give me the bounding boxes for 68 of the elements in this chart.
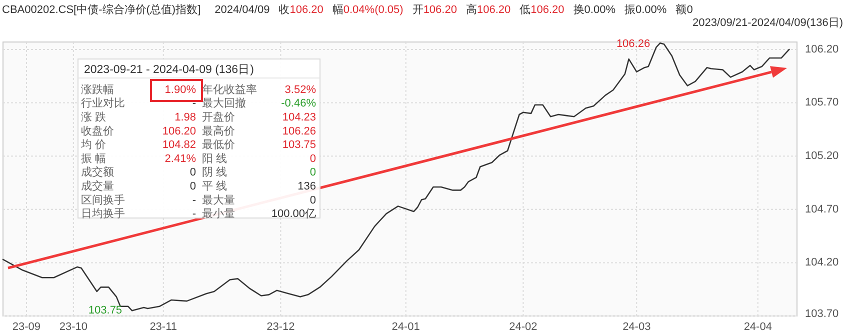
x-tick-label: 24-04 [744,321,772,333]
y-tick-label: 105.70 [805,96,839,109]
text: 1.98 [174,112,196,124]
chart-title: CBA00202.CS[中债-综合净价(总值)指数] [2,3,201,16]
text: 100.00亿 [271,208,316,220]
text: - [192,194,196,206]
category-label: 开盘价 [202,112,235,124]
text: 幅0.04%(0.05) [332,4,404,16]
category-label: 区间换手 [81,193,125,206]
category-label: 阳 线 [202,152,228,165]
category-label: 收盘价 [81,125,114,138]
text: - [192,208,196,220]
text: 2.41% [164,152,196,165]
text: 103.75 [282,139,316,152]
text: 104.23 [282,112,316,124]
category-label: 平 线 [202,180,228,193]
x-tick-label: 23-09 [12,321,41,333]
category-label: 最小量 [202,207,235,220]
text: 0 [310,194,316,206]
text: 1.90% [164,84,196,96]
text: -0.46% [281,98,316,110]
text: 开106.20 [412,4,457,16]
category-label: 最大回撤 [202,96,246,110]
category-label: 最高价 [202,124,235,138]
text: 104.82 [162,139,196,152]
text: 136 [298,180,316,193]
category-label: 最大量 [202,193,235,206]
category-label: 日均换手 [81,207,125,220]
text: 高106.20 [466,3,511,16]
x-tick-label: 24-03 [622,321,651,333]
category-label: 成交量 [81,180,114,193]
category-label: 成交额 [81,166,114,179]
category-label: 年化收益率 [202,82,257,96]
x-tick-label: 23-11 [150,321,178,333]
text: 3.52% [284,84,316,96]
text: 2023-09-21 - 2024-04-09 (136日) [84,63,254,76]
text: 0 [310,166,316,179]
text: 收106.20 [278,4,324,16]
category-label: 行业对比 [81,96,125,110]
text: 2024/04/09 [214,4,270,16]
text: 106.20 [162,125,196,138]
y-tick-label: 106.20 [805,43,839,56]
x-tick-label: 23-10 [59,321,88,333]
text: 振0.00% [624,4,667,16]
category-label: 最低价 [202,139,235,152]
annotation: 103.75 [88,304,122,317]
category-label: 涨 跌 [81,112,106,124]
y-tick-label: 105.20 [805,150,839,162]
text: 低106.20 [520,4,564,16]
category-label: 阴 线 [202,166,228,179]
category-label: 涨跌幅 [81,84,114,96]
y-tick-label: 103.70 [805,308,839,320]
category-label: 振 幅 [81,152,106,165]
chart-subtitle: 2023/09/21-2024/04/09(136日) [692,17,843,29]
text: - [192,98,196,110]
text: 换0.00% [573,4,616,16]
annotation: 106.26 [616,38,650,50]
text: 0 [310,152,316,165]
text: 0 [190,166,196,179]
x-tick-label: 24-01 [392,321,420,333]
y-tick-label: 104.70 [805,203,839,216]
text: 106.26 [282,125,316,138]
x-tick-label: 24-02 [509,321,538,333]
text: 0 [190,180,196,193]
x-tick-label: 23-12 [266,321,295,333]
category-label: 均 价 [80,139,106,152]
text: 额0 [676,3,693,16]
y-tick-label: 104.20 [805,256,839,269]
